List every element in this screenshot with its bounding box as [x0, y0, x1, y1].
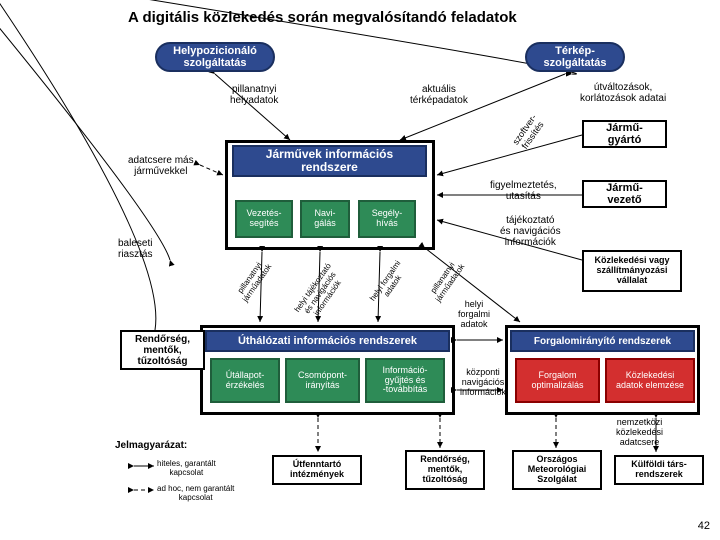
edge: [0, 0, 170, 260]
node-helypoz: Helypozicionálószolgáltatás: [155, 42, 275, 72]
label-helyiforg: helyi forgalmiadatok: [369, 259, 410, 308]
node-kozladat: Közlekedésiadatok elemzése: [605, 358, 695, 403]
edge: [200, 165, 223, 175]
node-kozlvallalat: Közlekedési vagyszállítmányozásivállalat: [582, 250, 682, 292]
diagram-title: A digitális közlekedés során megvalósíta…: [128, 9, 517, 26]
label-helyiforg2: helyiforgalmiadatok: [458, 300, 490, 330]
label-adhoc: ad hoc, nem garantáltkapcsolat: [157, 485, 234, 503]
node-utallapot: Útállapot-érzékelés: [210, 358, 280, 403]
node-terkep: Térkép-szolgáltatás: [525, 42, 625, 72]
label-adatcsere: adatcsere másjárművekkel: [128, 155, 194, 177]
label-helyitaj: helyi tájékoztatóés navigációsinformáció…: [293, 262, 348, 324]
node-jarmuvek_title: Járművek információsrendszere: [232, 145, 427, 177]
label-pillanatnyi3: pillanatnyijárműadatok: [427, 258, 467, 304]
label-hiteles: hiteles, garantáltkapcsolat: [157, 460, 216, 478]
node-segely: Segély-hívás: [358, 200, 416, 238]
label-jelmagyarazat: Jelmagyarázat:: [115, 440, 187, 451]
node-jarmuvezeto: Jármű-vezető: [582, 180, 667, 208]
label-nemzetkozi: nemzetköziközlekedésiadatcsere: [616, 418, 663, 448]
edge: [437, 135, 582, 175]
node-forgalom_title: Forgalomirányító rendszerek: [510, 330, 695, 352]
label-figyelm: figyelmeztetés,utasítás: [490, 180, 557, 202]
label-pillanatnyi2: pillanatnyijárműadatok: [234, 258, 274, 304]
page-number: 42: [698, 520, 710, 532]
node-utfenntarto: Útfenntartóintézmények: [272, 455, 362, 485]
node-rendorseg2: Rendőrség,mentők,tűzoltóság: [405, 450, 485, 490]
node-vezseg: Vezetés-segítés: [235, 200, 293, 238]
label-szoftver: szoftver-frissítés: [511, 113, 547, 153]
label-utvaltozasok: útváltozások,korlátozások adatai: [580, 82, 666, 104]
node-uthalozat_title: Úthálózati információs rendszerek: [205, 330, 450, 352]
node-forgopt: Forgalomoptimalizálás: [515, 358, 600, 403]
label-kozponti: központinavigációsinformációk: [460, 368, 506, 398]
node-navi: Navi-gálás: [300, 200, 350, 238]
node-rendorseg: Rendőrség,mentők,tűzoltóság: [120, 330, 205, 370]
label-tajekoztato: tájékoztatóés navigációsinformációk: [500, 215, 561, 248]
node-kulfoldi: Külföldi társ-rendszerek: [614, 455, 704, 485]
label-pillanatnyi: pillanatnyihelyadatok: [230, 84, 278, 106]
node-jarmugyarto: Jármű-gyártó: [582, 120, 667, 148]
node-csomopont: Csomópont-irányítás: [285, 358, 360, 403]
node-infogyujtes: Információ-gyűjtés és-továbbítás: [365, 358, 445, 403]
label-baleseti: balesetiriasztás: [118, 238, 152, 260]
label-aktualis: aktuálistérképadatok: [410, 84, 468, 106]
node-meteo: OrszágosMeteorológiaiSzolgálat: [512, 450, 602, 490]
